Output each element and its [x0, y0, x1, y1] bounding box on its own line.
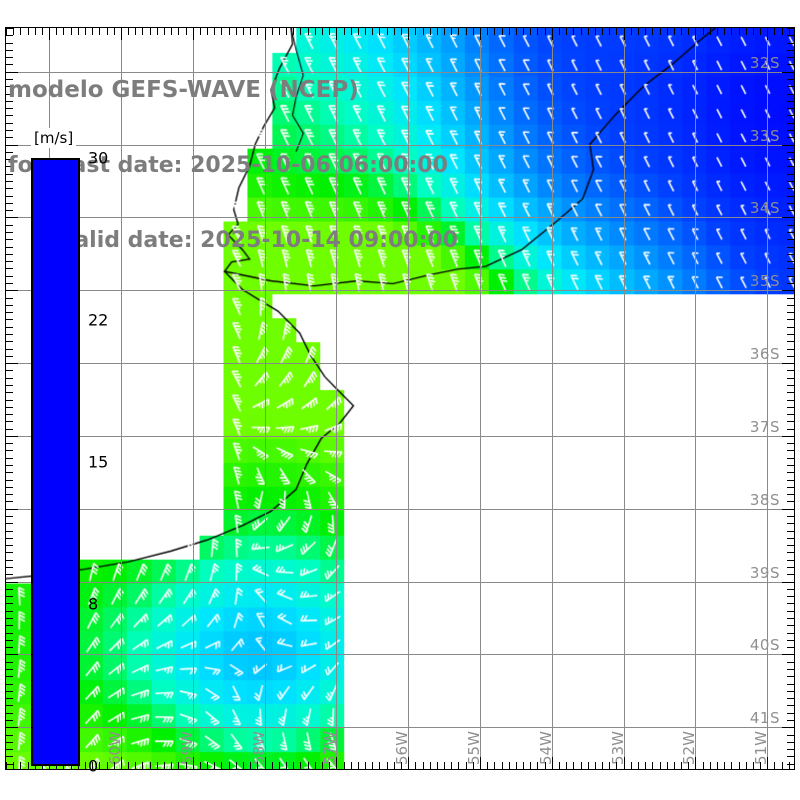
colorbar-tick-0: 0 [88, 756, 99, 776]
colorbar-tick-8: 8 [88, 594, 99, 614]
plot-frame: 61W60W59W58W57W56W55W54W53W52W51W41S40S3… [5, 27, 795, 770]
colorbar-units-label: [m/s] [31, 128, 77, 148]
colorbar-tick-30: 30 [88, 148, 109, 168]
colorbar-box [31, 158, 80, 766]
colorbar-tick-15: 15 [88, 452, 109, 472]
wind-field-canvas [6, 28, 794, 769]
colorbar-gradient [33, 160, 78, 764]
colorbar-tick-22: 22 [88, 310, 109, 330]
